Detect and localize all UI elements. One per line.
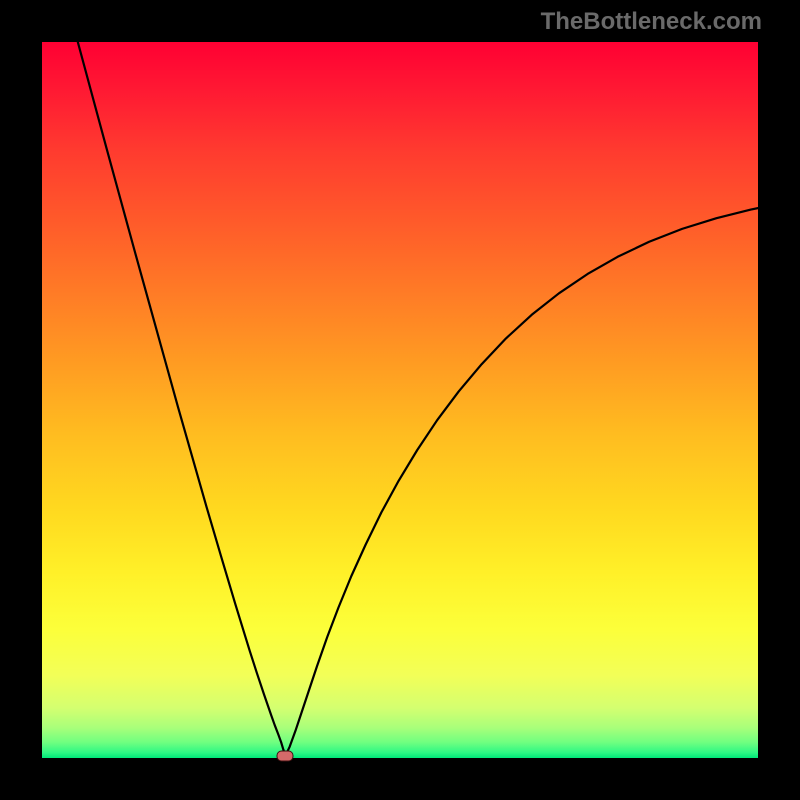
chart-frame: TheBottleneck.com xyxy=(0,0,800,800)
curve-left-branch xyxy=(78,42,286,756)
curve-right-branch xyxy=(285,208,758,756)
plot-area xyxy=(42,42,758,758)
curve-layer xyxy=(42,42,758,758)
watermark-text: TheBottleneck.com xyxy=(541,8,762,36)
min-marker xyxy=(277,750,294,761)
